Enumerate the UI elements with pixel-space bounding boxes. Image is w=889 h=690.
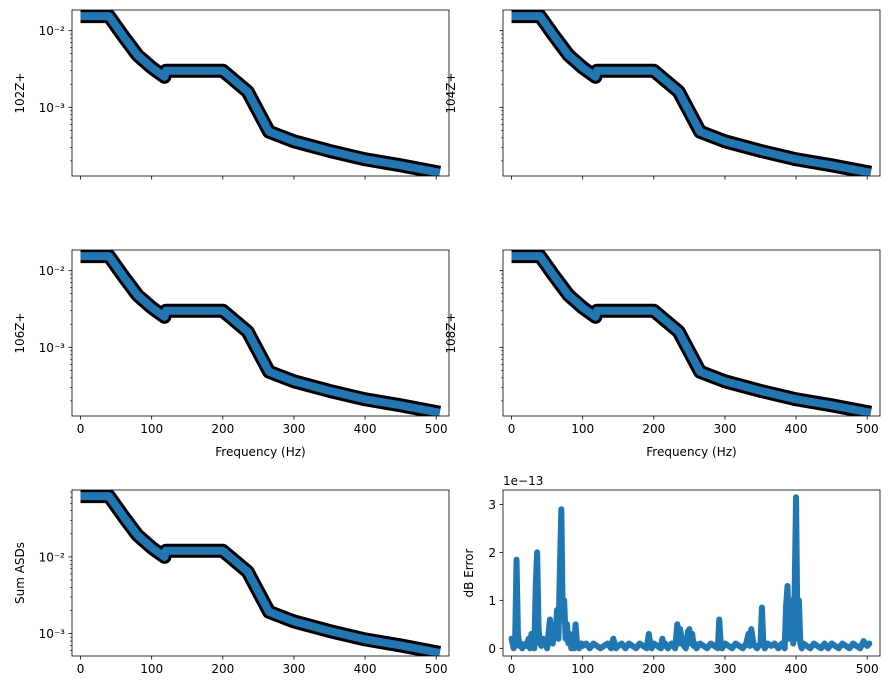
y-tick-label: 3 (488, 498, 496, 512)
axes-frame (502, 249, 881, 417)
series-1-line (508, 494, 873, 652)
series-1-line (80, 252, 441, 416)
x-tick-label: 200 (211, 422, 234, 436)
y-tick-label: 10⁻³ (39, 341, 66, 355)
series-group (511, 250, 873, 416)
x-tick-label: 400 (354, 422, 377, 436)
series-group (80, 250, 442, 416)
axes-frame (71, 489, 450, 657)
y-tick-label: 10⁻² (39, 24, 66, 38)
x-tick-label: 100 (571, 422, 594, 436)
series-1-line (511, 252, 872, 416)
y-tick-label: 10⁻³ (39, 627, 66, 641)
series-1-line (80, 12, 441, 176)
y-axis-label: 106Z+ (13, 312, 27, 353)
x-tick-label: 400 (354, 662, 377, 676)
subplot-5: 0 100 200 300 400 500 10⁻³ 10⁻² Sum ASDs (13, 489, 450, 676)
x-axis-label: Frequency (Hz) (646, 445, 737, 459)
subplot-6: 0 100 200 300 400 500 0 1 2 3 dB Error 1e−13 (462, 474, 881, 676)
y-tick-label: 10⁻² (39, 550, 66, 564)
x-tick-label: 100 (140, 662, 163, 676)
x-tick-label: 200 (642, 662, 665, 676)
x-tick-label: 300 (282, 662, 305, 676)
series-group (80, 10, 442, 176)
series-1-line (511, 12, 872, 176)
y-axis-label: Sum ASDs (13, 542, 27, 604)
x-tick-label: 500 (856, 662, 879, 676)
x-tick-label: 0 (77, 422, 85, 436)
series-group (508, 494, 873, 652)
y-axis-label: 108Z+ (444, 312, 458, 353)
x-tick-label: 300 (713, 662, 736, 676)
subplot-1: 10⁻³ 10⁻² 102Z+ (13, 9, 450, 180)
y-tick-label: 0 (488, 642, 496, 656)
x-tick-label: 400 (785, 422, 808, 436)
x-tick-label: 200 (211, 662, 234, 676)
axes-frame (71, 9, 450, 177)
axes-frame (502, 9, 881, 177)
y-tick-label: 10⁻² (39, 264, 66, 278)
series-1-line (80, 492, 441, 656)
series-group (511, 10, 873, 176)
y-tick-label: 10⁻³ (39, 101, 66, 115)
x-tick-label: 0 (508, 662, 516, 676)
subplot-2: 104Z+ (444, 9, 881, 180)
y-axis-label: 104Z+ (444, 72, 458, 113)
x-tick-label: 500 (425, 422, 448, 436)
x-tick-label: 100 (571, 662, 594, 676)
x-tick-label: 200 (642, 422, 665, 436)
series-group (80, 490, 442, 656)
x-tick-label: 0 (77, 662, 85, 676)
y-tick-label: 1 (488, 594, 496, 608)
y-axis-label: dB Error (462, 548, 476, 597)
x-tick-label: 500 (856, 422, 879, 436)
y-tick-label: 2 (488, 546, 496, 560)
x-tick-label: 300 (713, 422, 736, 436)
axes-frame (502, 489, 881, 657)
x-tick-label: 400 (785, 662, 808, 676)
x-axis-label: Frequency (Hz) (215, 445, 306, 459)
subplot-4: 0 100 200 300 400 500 108Z+ Frequency (Hz) (444, 249, 881, 459)
x-tick-label: 500 (425, 662, 448, 676)
x-tick-label: 0 (508, 422, 516, 436)
x-tick-label: 100 (140, 422, 163, 436)
y-axis-label: 102Z+ (13, 72, 27, 113)
x-tick-label: 300 (282, 422, 305, 436)
axes-frame (71, 249, 450, 417)
subplot-3: 0 100 200 300 400 500 10⁻³ 10⁻² 106Z+ Frequency (… (13, 249, 450, 459)
y-offset-label: 1e−13 (503, 474, 543, 488)
